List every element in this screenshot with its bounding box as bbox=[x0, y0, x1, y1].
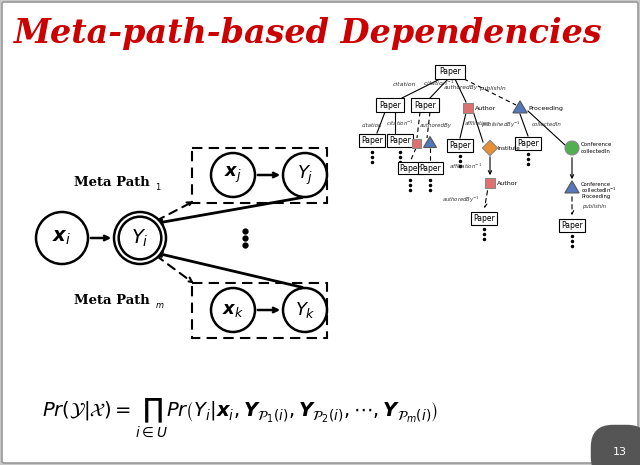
Text: collectedIn: collectedIn bbox=[581, 148, 611, 153]
Text: collectedIn$^{-1}$: collectedIn$^{-1}$ bbox=[581, 186, 617, 195]
Circle shape bbox=[114, 212, 166, 264]
Text: $_{m}$: $_{m}$ bbox=[155, 298, 164, 311]
Text: authoredBy: authoredBy bbox=[444, 85, 477, 89]
Bar bbox=[559, 219, 585, 232]
Text: citation$^{-1}$: citation$^{-1}$ bbox=[386, 119, 414, 128]
Bar bbox=[412, 139, 420, 147]
Bar bbox=[397, 162, 422, 174]
Text: citation: citation bbox=[362, 123, 382, 128]
Text: Paper: Paper bbox=[361, 135, 383, 145]
Text: 13: 13 bbox=[613, 447, 627, 457]
Text: Paper: Paper bbox=[439, 67, 461, 77]
Polygon shape bbox=[513, 101, 527, 113]
Text: $\boldsymbol{x}_k$: $\boldsymbol{x}_k$ bbox=[222, 301, 244, 319]
Text: Conference: Conference bbox=[581, 141, 612, 146]
Text: Author: Author bbox=[497, 180, 518, 186]
Text: $Y_i$: $Y_i$ bbox=[131, 227, 149, 249]
Bar bbox=[485, 178, 495, 188]
Polygon shape bbox=[565, 181, 579, 193]
Text: $Y_k$: $Y_k$ bbox=[294, 300, 316, 320]
Text: $\boldsymbol{x}_i$: $\boldsymbol{x}_i$ bbox=[52, 229, 72, 247]
Bar bbox=[463, 103, 473, 113]
Text: Institute: Institute bbox=[498, 146, 521, 151]
Text: affiliation$^{-1}$: affiliation$^{-1}$ bbox=[449, 161, 482, 171]
Circle shape bbox=[565, 141, 579, 155]
Bar bbox=[376, 98, 404, 112]
Bar bbox=[515, 137, 541, 150]
Text: Paper: Paper bbox=[389, 135, 411, 145]
Text: collectedIn: collectedIn bbox=[532, 122, 561, 127]
Text: $_{1}$: $_{1}$ bbox=[155, 179, 162, 193]
Text: $Pr(\mathcal{Y}|\mathcal{X}) = \prod_{i \in U} Pr\left(Y_i|\boldsymbol{x}_i, \bo: $Pr(\mathcal{Y}|\mathcal{X}) = \prod_{i … bbox=[42, 397, 438, 439]
Text: Meta Path: Meta Path bbox=[74, 175, 150, 188]
Text: Conference: Conference bbox=[581, 181, 611, 186]
Text: Author: Author bbox=[475, 106, 496, 111]
Text: Paper: Paper bbox=[449, 140, 471, 150]
Text: Paper: Paper bbox=[561, 220, 583, 230]
Polygon shape bbox=[424, 137, 436, 147]
Text: publishedBy$^{-1}$: publishedBy$^{-1}$ bbox=[481, 120, 520, 130]
Text: $Y_j$: $Y_j$ bbox=[297, 163, 313, 186]
Text: Paper: Paper bbox=[473, 213, 495, 222]
Bar bbox=[471, 212, 497, 225]
Text: Paper: Paper bbox=[399, 164, 421, 173]
Text: Proceeding: Proceeding bbox=[581, 193, 611, 199]
Bar bbox=[411, 98, 439, 112]
Text: affiliation: affiliation bbox=[465, 120, 491, 126]
Bar bbox=[359, 133, 385, 146]
Text: Meta-path-based Dependencies: Meta-path-based Dependencies bbox=[14, 18, 603, 51]
Bar bbox=[417, 162, 442, 174]
Text: Meta Path: Meta Path bbox=[74, 293, 150, 306]
Text: Proceeding: Proceeding bbox=[528, 106, 563, 111]
Text: Paper: Paper bbox=[419, 164, 441, 173]
Text: Paper: Paper bbox=[379, 100, 401, 109]
Text: authoredBy$^{-1}$: authoredBy$^{-1}$ bbox=[442, 194, 480, 205]
Polygon shape bbox=[483, 140, 498, 156]
Text: citation$^{-1}$: citation$^{-1}$ bbox=[423, 78, 455, 87]
Text: publishIn: publishIn bbox=[582, 204, 606, 208]
Circle shape bbox=[283, 153, 327, 197]
Bar bbox=[387, 133, 413, 146]
Text: publishIn: publishIn bbox=[479, 86, 506, 91]
Bar bbox=[435, 65, 465, 79]
Circle shape bbox=[211, 153, 255, 197]
Circle shape bbox=[36, 212, 88, 264]
Text: authoredBy: authoredBy bbox=[420, 123, 452, 128]
Text: Paper: Paper bbox=[414, 100, 436, 109]
Bar bbox=[447, 139, 473, 152]
Circle shape bbox=[211, 288, 255, 332]
Text: Paper: Paper bbox=[517, 139, 539, 147]
Text: citation: citation bbox=[392, 82, 416, 87]
Circle shape bbox=[283, 288, 327, 332]
Text: $\boldsymbol{x}_j$: $\boldsymbol{x}_j$ bbox=[224, 165, 242, 185]
